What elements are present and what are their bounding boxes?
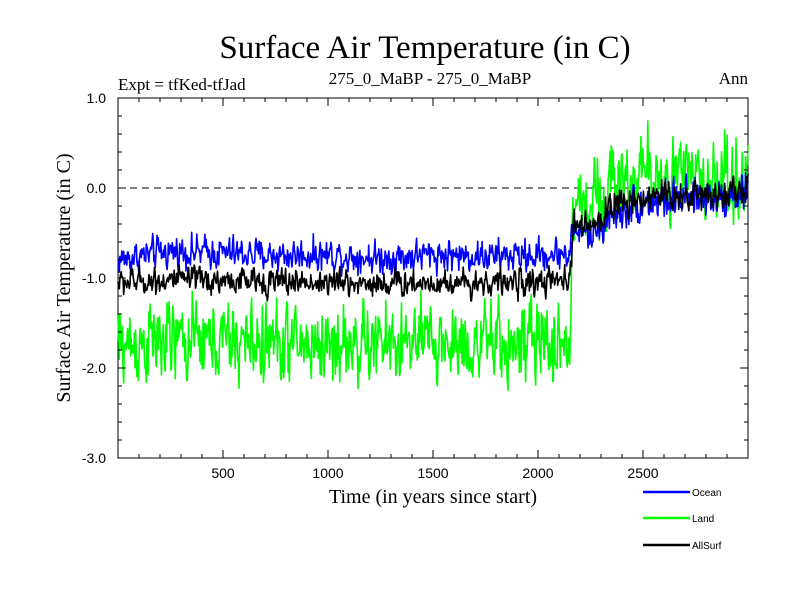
- y-tick-label: 1.0: [87, 90, 107, 106]
- axis-ticks: 500 1000 1500 2000 2500 -3.0 -2.0 -1.0 0.0 1.0: [82, 90, 748, 481]
- chart-title: Surface Air Temperature (in C): [219, 30, 630, 66]
- plot-area: 500 1000 1500 2000 2500 -3.0 -2.0 -1.0 0.0 1.0: [82, 90, 749, 481]
- x-tick-label: 1500: [417, 465, 448, 481]
- y-axis-label: Surface Air Temperature (in C): [53, 153, 75, 402]
- y-tick-label: 0.0: [87, 180, 107, 196]
- series-group: [117, 120, 749, 392]
- season-label: Ann: [719, 69, 749, 88]
- x-tick-label: 1000: [312, 465, 343, 481]
- legend-label-allsurf: AllSurf: [692, 541, 722, 552]
- legend: Ocean Land AllSurf: [643, 488, 722, 552]
- series-line-land: [117, 120, 749, 392]
- legend-item-land: Land: [643, 514, 714, 525]
- legend-item-allsurf: AllSurf: [643, 541, 722, 552]
- x-axis-label: Time (in years since start): [329, 486, 537, 508]
- legend-label-land: Land: [692, 514, 714, 525]
- period-label: 275_0_MaBP - 275_0_MaBP: [329, 69, 531, 88]
- plot-frame: [117, 97, 749, 459]
- y-tick-label: -1.0: [82, 270, 106, 286]
- legend-item-ocean: Ocean: [643, 488, 721, 499]
- legend-label-ocean: Ocean: [692, 488, 721, 499]
- x-tick-label: 2000: [522, 465, 553, 481]
- y-tick-label: -3.0: [82, 450, 106, 466]
- y-tick-label: -2.0: [82, 360, 106, 376]
- x-tick-label: 2500: [627, 465, 658, 481]
- x-tick-label: 500: [211, 465, 235, 481]
- experiment-label: Expt = tfKed-tfJad: [118, 75, 246, 94]
- series-line-allsurf: [117, 173, 749, 303]
